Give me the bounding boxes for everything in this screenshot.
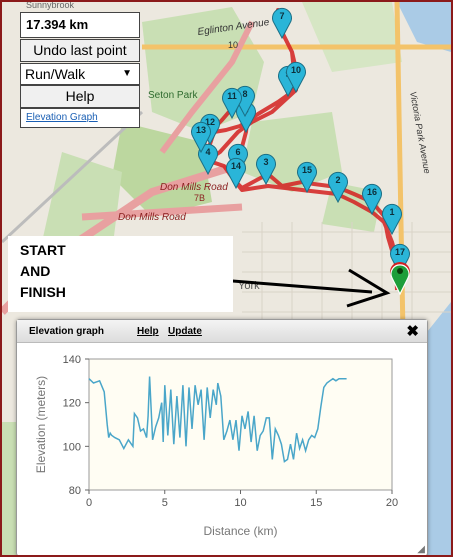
y-tick-label: 80 (69, 485, 81, 497)
route-marker-label: 6 (235, 147, 240, 157)
water-area (397, 2, 451, 52)
x-tick-label: 15 (310, 497, 322, 509)
panel-title: Elevation graph (29, 326, 105, 337)
dropdown-caret-icon: ▼ (122, 68, 132, 79)
panel-header: Elevation graph Help Update ✖ (17, 320, 427, 343)
route-marker-label: 3 (263, 157, 268, 167)
y-tick-label: 120 (63, 398, 81, 410)
activity-mode-select[interactable]: Run/Walk ▼ (20, 63, 140, 85)
x-tick-label: 20 (386, 497, 398, 509)
rail-line (2, 110, 144, 244)
undo-last-point-button[interactable]: Undo last point (20, 39, 140, 62)
x-tick-label: 10 (234, 497, 246, 509)
route-marker-label: 15 (302, 165, 312, 175)
route-marker-4[interactable]: 4 (198, 143, 218, 176)
route-marker-14[interactable]: 14 (226, 157, 246, 190)
x-tick-label: 5 (162, 497, 168, 509)
route-marker-7[interactable]: 7 (272, 7, 292, 40)
route-marker-label: 13 (196, 125, 206, 135)
highway-dvp-north (159, 20, 255, 154)
y-axis-label: Elevation (meters) (34, 376, 48, 473)
start-finish-label: START AND FINISH (20, 242, 66, 300)
x-axis-label: Distance (km) (203, 524, 277, 538)
park-area (2, 422, 16, 555)
route-marker-17[interactable]: 17 (390, 243, 410, 276)
mode-value: Run/Walk (25, 66, 86, 82)
elevation-chart: 0 5 10 15 20 80 100 120 140 Distance (km) Elevatio… (34, 354, 398, 538)
park-area (112, 122, 212, 217)
resize-handle-icon[interactable]: ◢ (417, 544, 425, 555)
route-marker-label: 10 (291, 65, 301, 75)
route-marker-label: 2 (335, 175, 340, 185)
route-marker-13[interactable]: 13 (191, 121, 211, 154)
distance-readout: 17.394 km (20, 12, 140, 38)
label-route-7b: 7B (194, 193, 205, 203)
route-marker-label: 7 (279, 11, 284, 21)
y-tick-label: 100 (63, 441, 81, 453)
route-marker-10[interactable]: 10 (286, 61, 306, 94)
panel-help-link[interactable]: Help (137, 326, 159, 337)
close-icon[interactable]: ✖ (406, 323, 419, 340)
route-marker-2[interactable]: 2 (328, 171, 348, 204)
y-tick-label: 140 (63, 354, 81, 366)
elevation-graph-panel: Elevation graph Help Update ✖ 0 5 10 15 20 80… (16, 319, 428, 555)
route-marker-label: 4 (205, 147, 210, 157)
elevation-graph-box: Elevation Graph (20, 108, 140, 128)
route-marker-label: 11 (227, 91, 237, 101)
label-don-mills: Don Mills Road (160, 182, 228, 193)
route-marker-label: 8 (242, 89, 247, 99)
road-don-mills (81, 203, 243, 221)
start-finish-callout (8, 236, 233, 312)
label-don-mills-2: Don Mills Road (118, 212, 186, 223)
help-button[interactable]: Help (20, 85, 140, 108)
route-marker-3[interactable]: 3 (256, 153, 276, 186)
elevation-series-line (88, 376, 347, 463)
panel-update-link[interactable]: Update (168, 326, 202, 337)
finish-marker[interactable] (390, 262, 410, 296)
park-area (302, 2, 402, 72)
route-marker-label: 17 (395, 247, 405, 257)
route-marker-label: 16 (367, 187, 377, 197)
label-route-10: 10 (228, 40, 238, 50)
label-seton: Seton Park (148, 90, 198, 101)
route-markers: 1234567891011121314151617 (191, 7, 410, 276)
water-area (427, 302, 451, 555)
label-sunnybrook: Sunnybrook (26, 2, 75, 10)
route-marker-15[interactable]: 15 (297, 161, 317, 194)
route-marker-label: 12 (205, 117, 215, 127)
elevation-graph-link[interactable]: Elevation Graph (26, 112, 98, 123)
route-marker-label: 14 (231, 161, 241, 171)
x-tick-label: 0 (86, 497, 92, 509)
route-marker-1[interactable]: 1 (382, 203, 402, 236)
route-marker-label: 1 (389, 207, 394, 217)
route-marker-11[interactable]: 11 (222, 87, 242, 120)
route-marker-16[interactable]: 16 (362, 183, 382, 216)
